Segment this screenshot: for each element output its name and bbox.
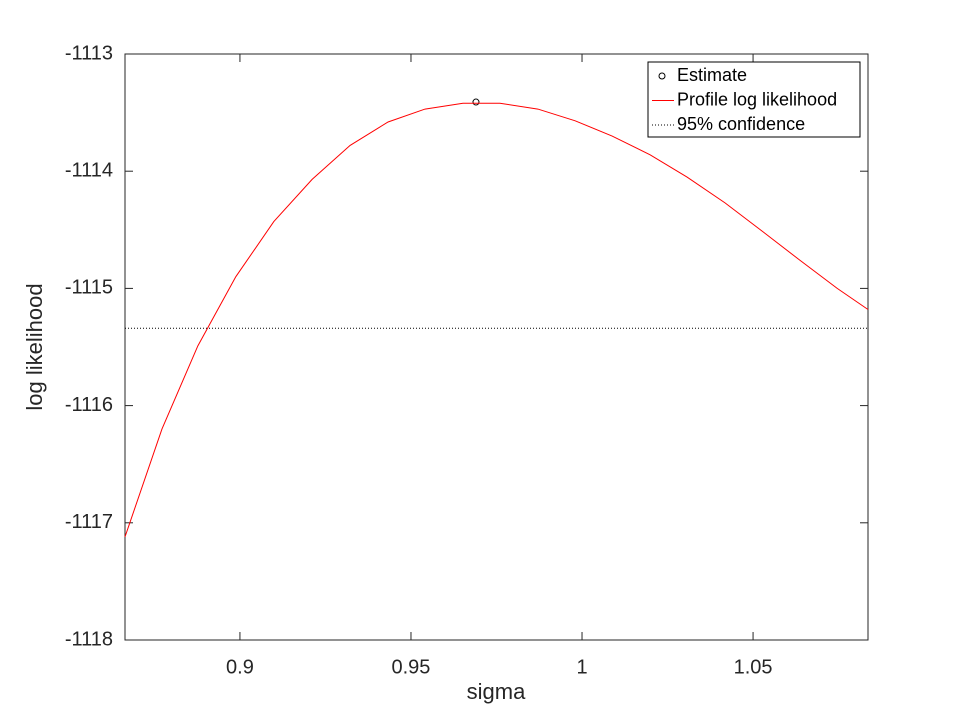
plot-area xyxy=(124,53,869,641)
likelihood-line xyxy=(124,102,869,538)
legend: Estimate Profile log likelihood 95% confid… xyxy=(647,61,861,138)
y-tick-label: -1113 xyxy=(65,42,113,64)
y-tick-label: -1116 xyxy=(65,394,113,416)
y-tick-label: -1115 xyxy=(65,277,113,299)
y-axis-label: log likelihood xyxy=(22,283,47,410)
legend-label: Estimate xyxy=(677,65,747,85)
estimate-marker xyxy=(472,98,480,106)
x-tick-label: 1 xyxy=(576,656,587,678)
y-tick-label: -1117 xyxy=(65,511,113,533)
y-tick-label: -1114 xyxy=(65,159,113,181)
x-tick-label: 1.05 xyxy=(734,656,773,678)
x-tick-label: 0.95 xyxy=(392,656,431,678)
legend-box xyxy=(647,61,861,138)
y-tick-label: -1118 xyxy=(65,628,113,650)
legend-marker xyxy=(658,72,666,80)
legend-label: 95% confidence xyxy=(677,114,805,134)
legend-label: Profile log likelihood xyxy=(677,89,837,109)
x-axis-label: sigma xyxy=(467,679,526,704)
x-tick-label: 0.9 xyxy=(226,656,254,678)
